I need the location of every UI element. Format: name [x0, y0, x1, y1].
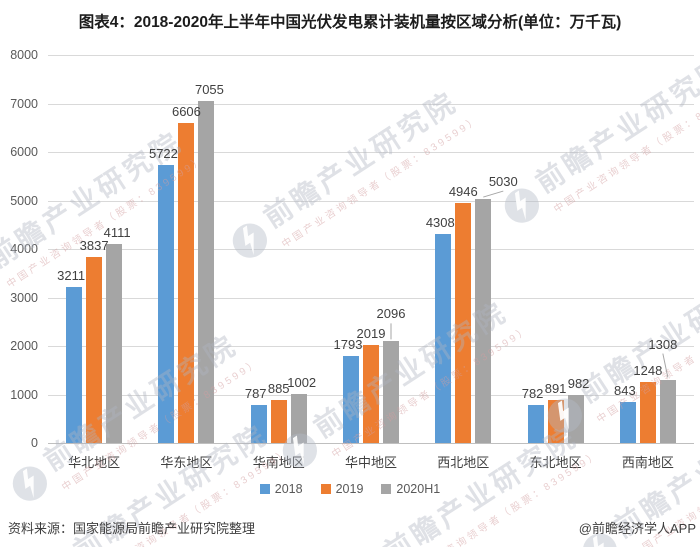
y-tick-label: 2000	[10, 339, 38, 353]
legend-label: 2019	[335, 482, 364, 496]
value-label: 891	[544, 380, 567, 396]
gridline	[48, 249, 694, 250]
x-tick-label-东北地区: 东北地区	[529, 455, 582, 470]
bar-2020H1-华南地区	[290, 394, 307, 443]
y-tick-label: 8000	[10, 48, 38, 62]
legend-swatch-icon	[320, 484, 331, 494]
gridline	[48, 200, 694, 202]
x-tick-label-西南地区: 西南地区	[621, 455, 674, 470]
bar-2019-华中地区	[363, 345, 379, 443]
bar-2018-华中地区	[343, 356, 359, 443]
credit-note: @前瞻经济学人APP	[578, 521, 696, 536]
value-label: 787	[244, 385, 267, 401]
y-tick-label: 7000	[10, 96, 38, 111]
value-label: 982	[567, 376, 590, 392]
value-label: 1002	[287, 375, 317, 391]
gridline	[48, 152, 694, 153]
x-tick-label-华北地区: 华北地区	[68, 455, 121, 470]
bar-2018-西北地区	[435, 234, 452, 443]
x-tick-label-华东地区: 华东地区	[160, 455, 213, 470]
legend-item-2020H1: 2020H1	[381, 482, 440, 496]
chart-title: 图表4：2018-2020年上半年中国光伏发电累计装机量按区域分析(单位：万千瓦…	[78, 14, 622, 31]
legend: 2018 2019 2020H1	[0, 482, 700, 496]
bar-2019-西南地区	[639, 382, 656, 443]
bar-2020H1-西南地区	[659, 379, 676, 443]
y-tick-label: 1000	[10, 387, 38, 402]
legend-label: 2020H1	[396, 482, 441, 496]
value-label: 1793	[333, 337, 363, 353]
legend-label: 2018	[274, 482, 303, 496]
value-label: 843	[613, 383, 636, 399]
gridline	[48, 443, 694, 444]
value-label: 1308	[648, 336, 678, 352]
legend-item-2019: 2019	[320, 482, 364, 496]
x-tick-label-华南地区: 华南地区	[252, 455, 305, 470]
value-label: 7055	[194, 81, 224, 97]
gridline	[48, 55, 694, 56]
bar-2019-华北地区	[86, 256, 103, 443]
bar-2019-华南地区	[270, 400, 287, 443]
value-label: 2019	[356, 326, 386, 342]
value-label: 4308	[425, 215, 455, 231]
gridline	[48, 297, 694, 299]
value-label: 5030	[488, 174, 518, 190]
value-label: 1248	[633, 363, 663, 379]
bar-2018-华南地区	[250, 404, 267, 443]
bar-2020H1-华东地区	[198, 100, 215, 443]
value-label: 782	[521, 386, 544, 402]
y-tick-label: 5000	[10, 193, 38, 208]
x-tick-label-华中地区: 华中地区	[344, 455, 397, 470]
bar-2020H1-东北地区	[567, 395, 584, 443]
value-label: 5722	[148, 146, 178, 162]
bar-2019-东北地区	[547, 399, 564, 443]
legend-swatch-icon	[259, 484, 270, 494]
source-note: 资料来源：国家能源局前瞻产业研究院整理	[8, 521, 256, 536]
y-tick-label: 0	[31, 436, 38, 450]
value-label: 3837	[79, 237, 109, 253]
bar-2018-东北地区	[527, 405, 544, 443]
value-label: 3211	[57, 268, 86, 284]
value-label: 4946	[448, 184, 478, 200]
legend-swatch-icon	[381, 484, 392, 494]
plot-area: 3211 5722 787 1793 4308 782 843 3837 6606 885 2019…	[48, 55, 694, 470]
value-label: 4111	[103, 224, 131, 240]
y-tick-label: 6000	[10, 145, 38, 159]
bar-2020H1-华中地区	[383, 341, 399, 443]
y-tick-label: 4000	[10, 242, 38, 256]
bar-2019-西北地区	[455, 203, 472, 443]
value-label: 885	[267, 381, 290, 397]
gridline	[48, 103, 694, 105]
bar-2019-华东地区	[178, 122, 195, 443]
bar-2018-华东地区	[158, 165, 175, 443]
x-tick-label-西北地区: 西北地区	[437, 455, 490, 470]
y-axis: 0 1000 2000 3000 4000 5000 6000 7000 8000	[0, 48, 40, 450]
bar-2018-西南地区	[619, 402, 636, 443]
value-label: 6606	[171, 103, 201, 119]
legend-item-2018: 2018	[259, 482, 303, 496]
y-tick-label: 3000	[10, 290, 38, 305]
bar-2020H1-西北地区	[475, 199, 492, 443]
bar-2020H1-华北地区	[106, 243, 123, 443]
value-label: 2096	[376, 306, 406, 322]
bar-2018-华北地区	[66, 287, 83, 443]
